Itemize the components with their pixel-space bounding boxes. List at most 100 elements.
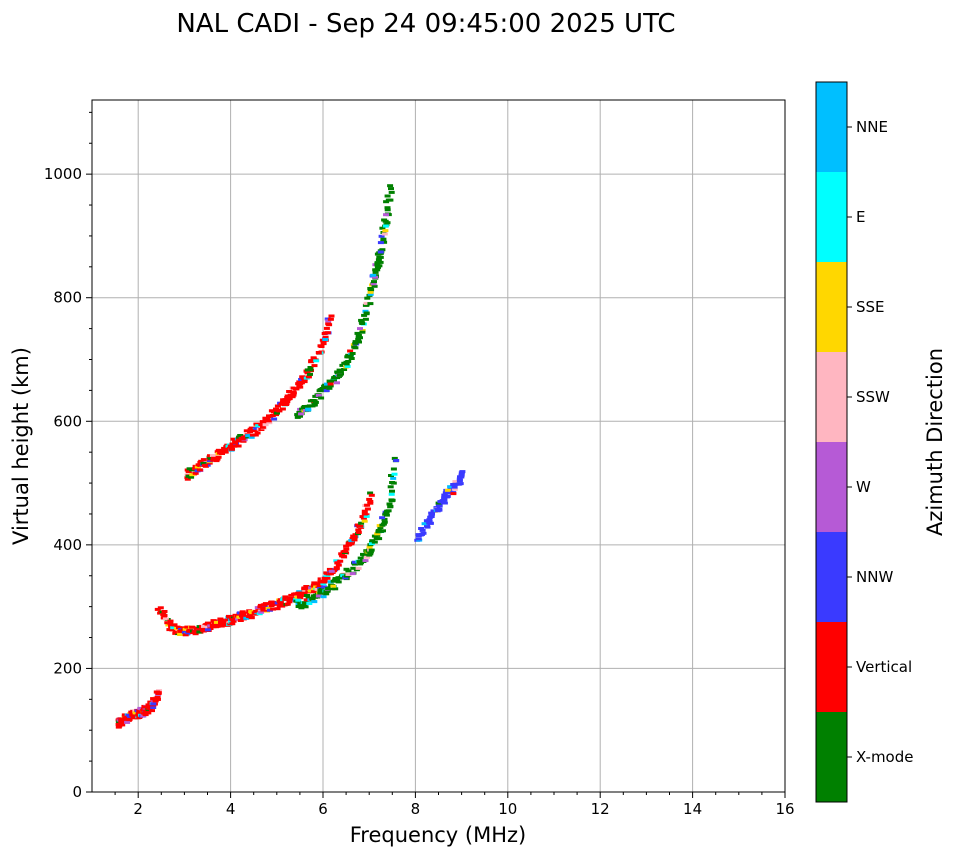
echo-mark	[322, 335, 329, 339]
echo-mark	[150, 706, 157, 709]
echo-mark	[339, 363, 346, 367]
echo-mark	[247, 612, 254, 616]
echo-mark	[311, 581, 318, 585]
echo-mark	[311, 403, 318, 407]
echo-mark	[362, 317, 369, 321]
echo-mark	[428, 515, 435, 518]
echo-mark	[122, 717, 129, 721]
echo-mark	[371, 280, 377, 284]
echo-mark	[252, 433, 259, 437]
echo-mark	[327, 580, 334, 584]
echo-mark	[322, 338, 329, 341]
echo-mark	[361, 313, 368, 317]
echo-mark	[381, 232, 388, 236]
echo-mark	[363, 301, 370, 305]
colorbar-label: Vertical	[856, 658, 912, 676]
echo-mark	[171, 623, 178, 627]
echo-mark	[418, 527, 425, 530]
echo-mark	[367, 302, 374, 306]
echo-mark	[456, 482, 463, 486]
echo-mark	[324, 317, 331, 321]
echo-mark	[154, 607, 161, 611]
echo-mark	[170, 626, 177, 630]
echo-mark	[335, 580, 342, 584]
echo-mark	[384, 194, 391, 198]
echo-mark	[376, 264, 383, 268]
echo-mark	[338, 576, 345, 580]
echo-mark	[237, 619, 244, 622]
echo-mark	[237, 434, 244, 437]
echo-mark	[286, 390, 293, 393]
echo-mark	[200, 461, 207, 465]
echo-mark	[333, 566, 340, 570]
echo-mark	[321, 579, 327, 583]
echo-mark	[239, 610, 246, 614]
echo-mark	[458, 475, 465, 479]
echo-mark	[248, 615, 255, 619]
echo-mark	[357, 327, 363, 331]
echo-mark	[269, 414, 276, 417]
echo-mark	[362, 559, 369, 563]
echo-mark	[375, 258, 382, 262]
echo-mark	[377, 250, 384, 254]
echo-mark	[295, 382, 302, 386]
echo-mark	[271, 409, 278, 413]
echo-mark	[447, 485, 454, 489]
echo-mark	[215, 455, 222, 459]
echo-mark	[326, 567, 333, 571]
echo-mark	[361, 512, 368, 516]
echo-mark	[274, 411, 280, 415]
echo-mark	[141, 705, 148, 709]
echo-mark	[297, 414, 303, 418]
echo-mark	[336, 373, 343, 377]
echo-mark	[427, 521, 434, 525]
echo-mark	[230, 443, 237, 447]
echo-mark	[303, 598, 310, 602]
echo-mark	[305, 407, 312, 411]
echo-mark	[370, 282, 377, 286]
echo-mark	[345, 569, 352, 573]
echo-mark	[337, 370, 344, 374]
echo-mark	[201, 624, 207, 628]
echo-mark	[378, 234, 385, 238]
echo-mark	[424, 525, 431, 529]
echo-mark	[320, 595, 327, 599]
colorbar-segment	[816, 712, 847, 802]
echo-mark	[192, 629, 199, 633]
echo-mark	[312, 400, 319, 404]
echo-mark	[118, 721, 125, 724]
echo-mark	[167, 619, 174, 623]
echo-mark	[415, 537, 422, 541]
echo-mark	[351, 538, 358, 542]
echo-mark	[326, 323, 333, 327]
echo-mark	[355, 566, 362, 570]
echo-mark	[379, 516, 386, 520]
echo-mark	[363, 311, 370, 315]
echo-mark	[368, 493, 375, 497]
echo-mark	[328, 587, 335, 591]
echo-mark	[258, 428, 265, 431]
echo-mark	[372, 270, 379, 274]
echo-mark	[318, 396, 325, 400]
echo-mark	[304, 586, 311, 590]
echo-mark	[214, 457, 221, 461]
echo-mark	[352, 340, 359, 344]
echo-mark	[177, 633, 184, 636]
echo-mark	[383, 511, 390, 515]
echo-mark	[384, 221, 391, 225]
echo-mark	[222, 450, 229, 454]
echo-mark	[421, 522, 428, 526]
echo-mark	[292, 387, 299, 391]
echo-mark	[184, 625, 191, 629]
echo-mark	[254, 431, 261, 435]
echo-mark	[271, 417, 278, 421]
colorbar-segment	[816, 262, 847, 352]
echo-mark	[290, 390, 297, 394]
echo-mark	[277, 600, 284, 604]
echo-mark	[283, 402, 290, 406]
echo-mark	[384, 206, 391, 210]
echo-mark	[307, 368, 314, 372]
echo-mark	[230, 437, 237, 441]
echo-mark	[359, 330, 366, 334]
echo-mark	[274, 404, 281, 408]
